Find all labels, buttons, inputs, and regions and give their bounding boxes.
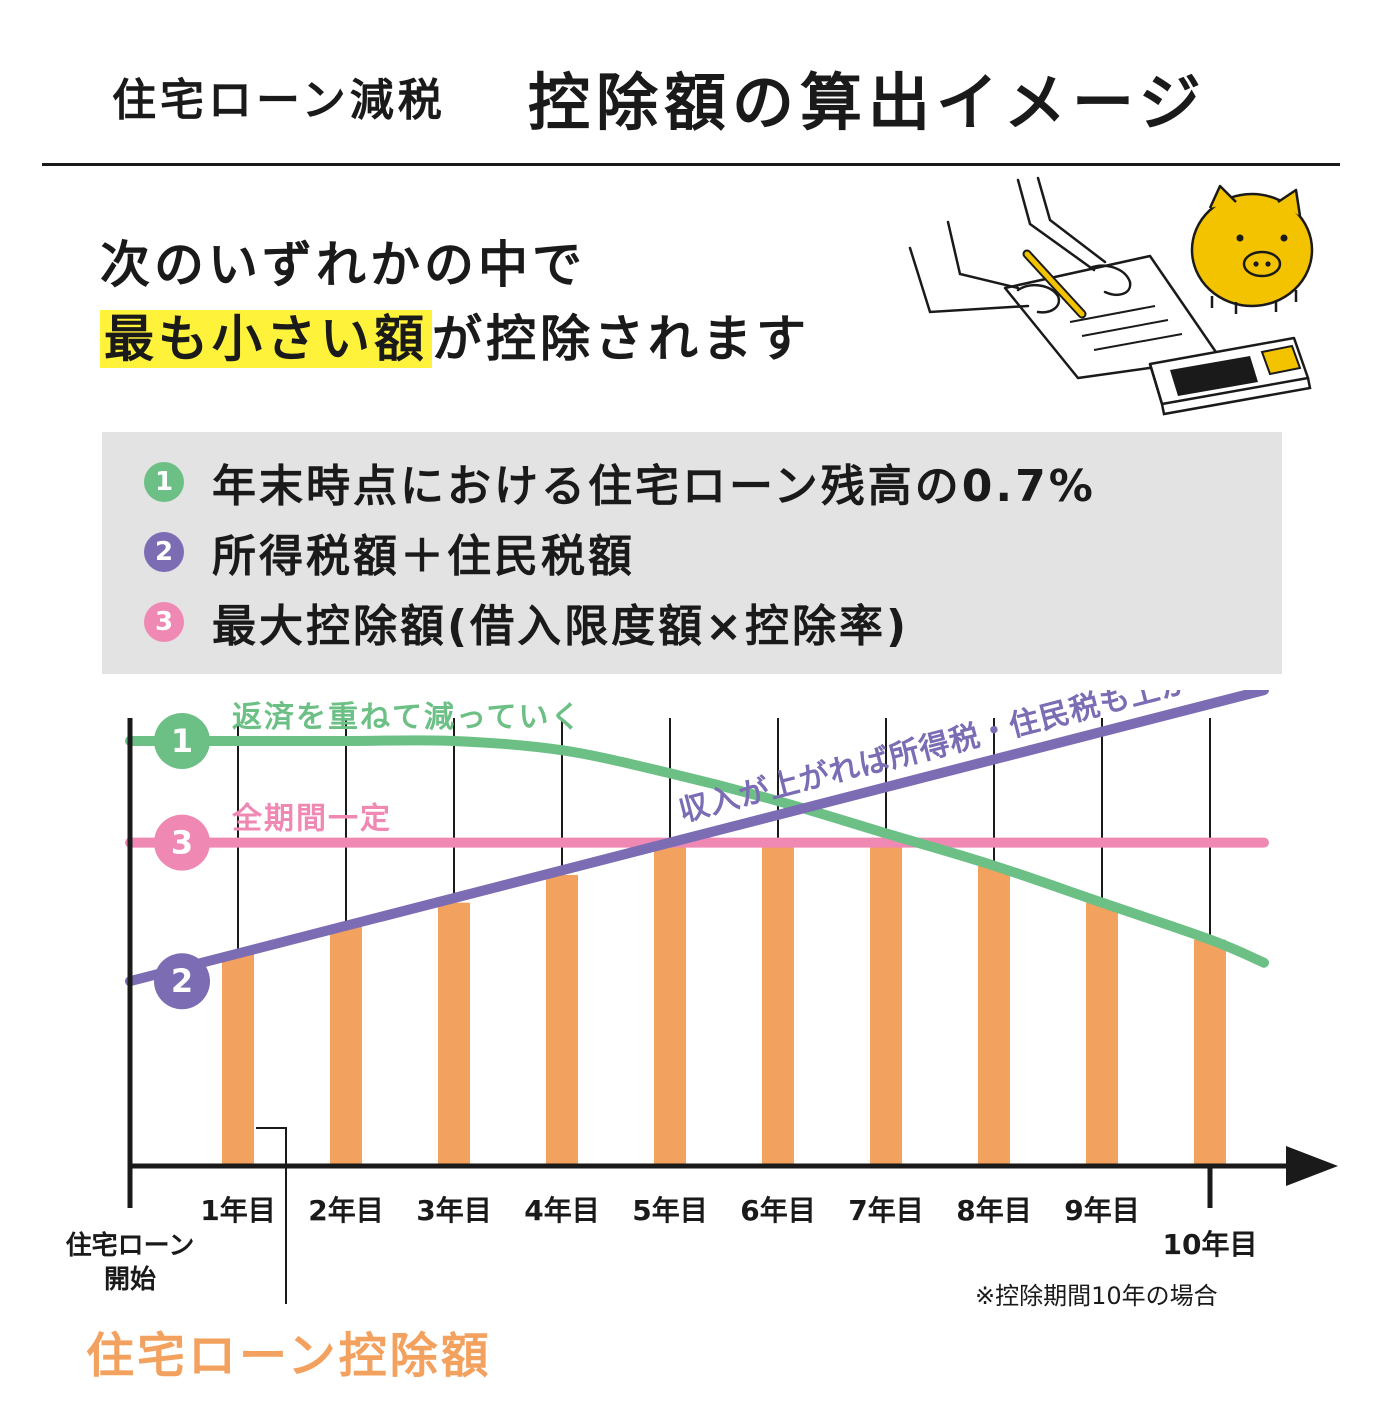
bar-10 (1194, 939, 1226, 1166)
calculator-icon (1148, 336, 1312, 416)
line-3-badge (154, 814, 210, 871)
line-2-badge-text: 2 (171, 962, 193, 1000)
bar-8 (978, 865, 1010, 1166)
x-tick-label-8: 8年目 (956, 1194, 1031, 1227)
condition-1-text: 年末時点における住宅ローン残高の0.7% (212, 461, 1096, 512)
piggy-bank-icon (1190, 184, 1314, 314)
conditions-panel: 1 年末時点における住宅ローン残高の0.7% 2 所得税額＋住民税額 3 最大控… (102, 432, 1282, 674)
condition-2-text: 所得税額＋住民税額 (212, 531, 635, 582)
line-3-label: 全期間一定 (231, 802, 392, 837)
line-1-label: 返済を重ねて減っていく (232, 700, 583, 735)
line-2 (125, 690, 1269, 987)
x-tick-label-2: 2年目 (308, 1194, 383, 1227)
condition-2-badge: 2 (144, 532, 184, 572)
lead-line-2-rest: が控除されます (432, 310, 810, 368)
bar-label-leader (256, 1127, 287, 1304)
bar-7 (870, 842, 902, 1166)
x-tick-label-4: 4年目 (524, 1194, 599, 1227)
x-tick-label-6: 6年目 (740, 1194, 815, 1227)
illustration (908, 176, 1314, 416)
condition-3-text: 最大控除額(借入限度額×控除率) (212, 601, 910, 652)
pen-icon (1022, 249, 1087, 319)
line-2-label: 収入が上がれば所得税・住民税も上がる (675, 690, 1224, 829)
bar-9 (1086, 902, 1118, 1166)
condition-3-badge: 3 (144, 602, 184, 642)
x-tick-label-7: 7年目 (848, 1194, 923, 1227)
chart-footnote: ※控除期間10年の場合 (975, 1282, 1218, 1310)
arms-icon (908, 176, 1132, 314)
condition-3: 3 最大控除額(借入限度額×控除率) (144, 590, 909, 654)
bar-1 (222, 953, 254, 1166)
lead-line-2: 最も小さい額が控除されます (100, 302, 810, 376)
bar-4 (546, 874, 578, 1166)
x-start-label-line-2: 開始 (104, 1265, 156, 1295)
line-2-badge (154, 953, 210, 1010)
x-tick-label-10: 10年目 (1163, 1228, 1258, 1261)
line-3-badge-text: 3 (171, 824, 193, 862)
deduction-amount-label: 住宅ローン控除額 (86, 1328, 492, 1384)
condition-1-badge: 1 (144, 462, 184, 502)
x-tick-label-1: 1年目 (200, 1194, 275, 1227)
title-large: 控除額の算出イメージ (528, 66, 1207, 139)
lead-highlight: 最も小さい額 (100, 310, 432, 368)
bar-2 (330, 925, 362, 1166)
line-1 (125, 735, 1269, 968)
lead-text: 次のいずれかの中で 最も小さい額が控除されます (100, 228, 810, 376)
x-axis-arrow (1286, 1146, 1338, 1186)
title-small: 住宅ローン減税 (112, 75, 446, 126)
x-tick-label-9: 9年目 (1064, 1194, 1139, 1227)
condition-2: 2 所得税額＋住民税額 (144, 520, 635, 584)
x-tick-label-5: 5年目 (632, 1194, 707, 1227)
title-row: 住宅ローン減税 控除額の算出イメージ (0, 52, 1394, 139)
x-tick-label-3: 3年目 (416, 1194, 491, 1227)
title-divider (42, 163, 1340, 166)
line-1-badge-text: 1 (171, 722, 193, 760)
bar-6 (762, 842, 794, 1166)
x-start-label-line-1: 住宅ローン (66, 1230, 195, 1261)
line-1-badge (154, 712, 210, 769)
bar-3 (438, 902, 470, 1166)
lead-line-1: 次のいずれかの中で (100, 236, 586, 294)
bar-5 (654, 842, 686, 1166)
condition-1: 1 年末時点における住宅ローン残高の0.7% (144, 450, 1096, 514)
